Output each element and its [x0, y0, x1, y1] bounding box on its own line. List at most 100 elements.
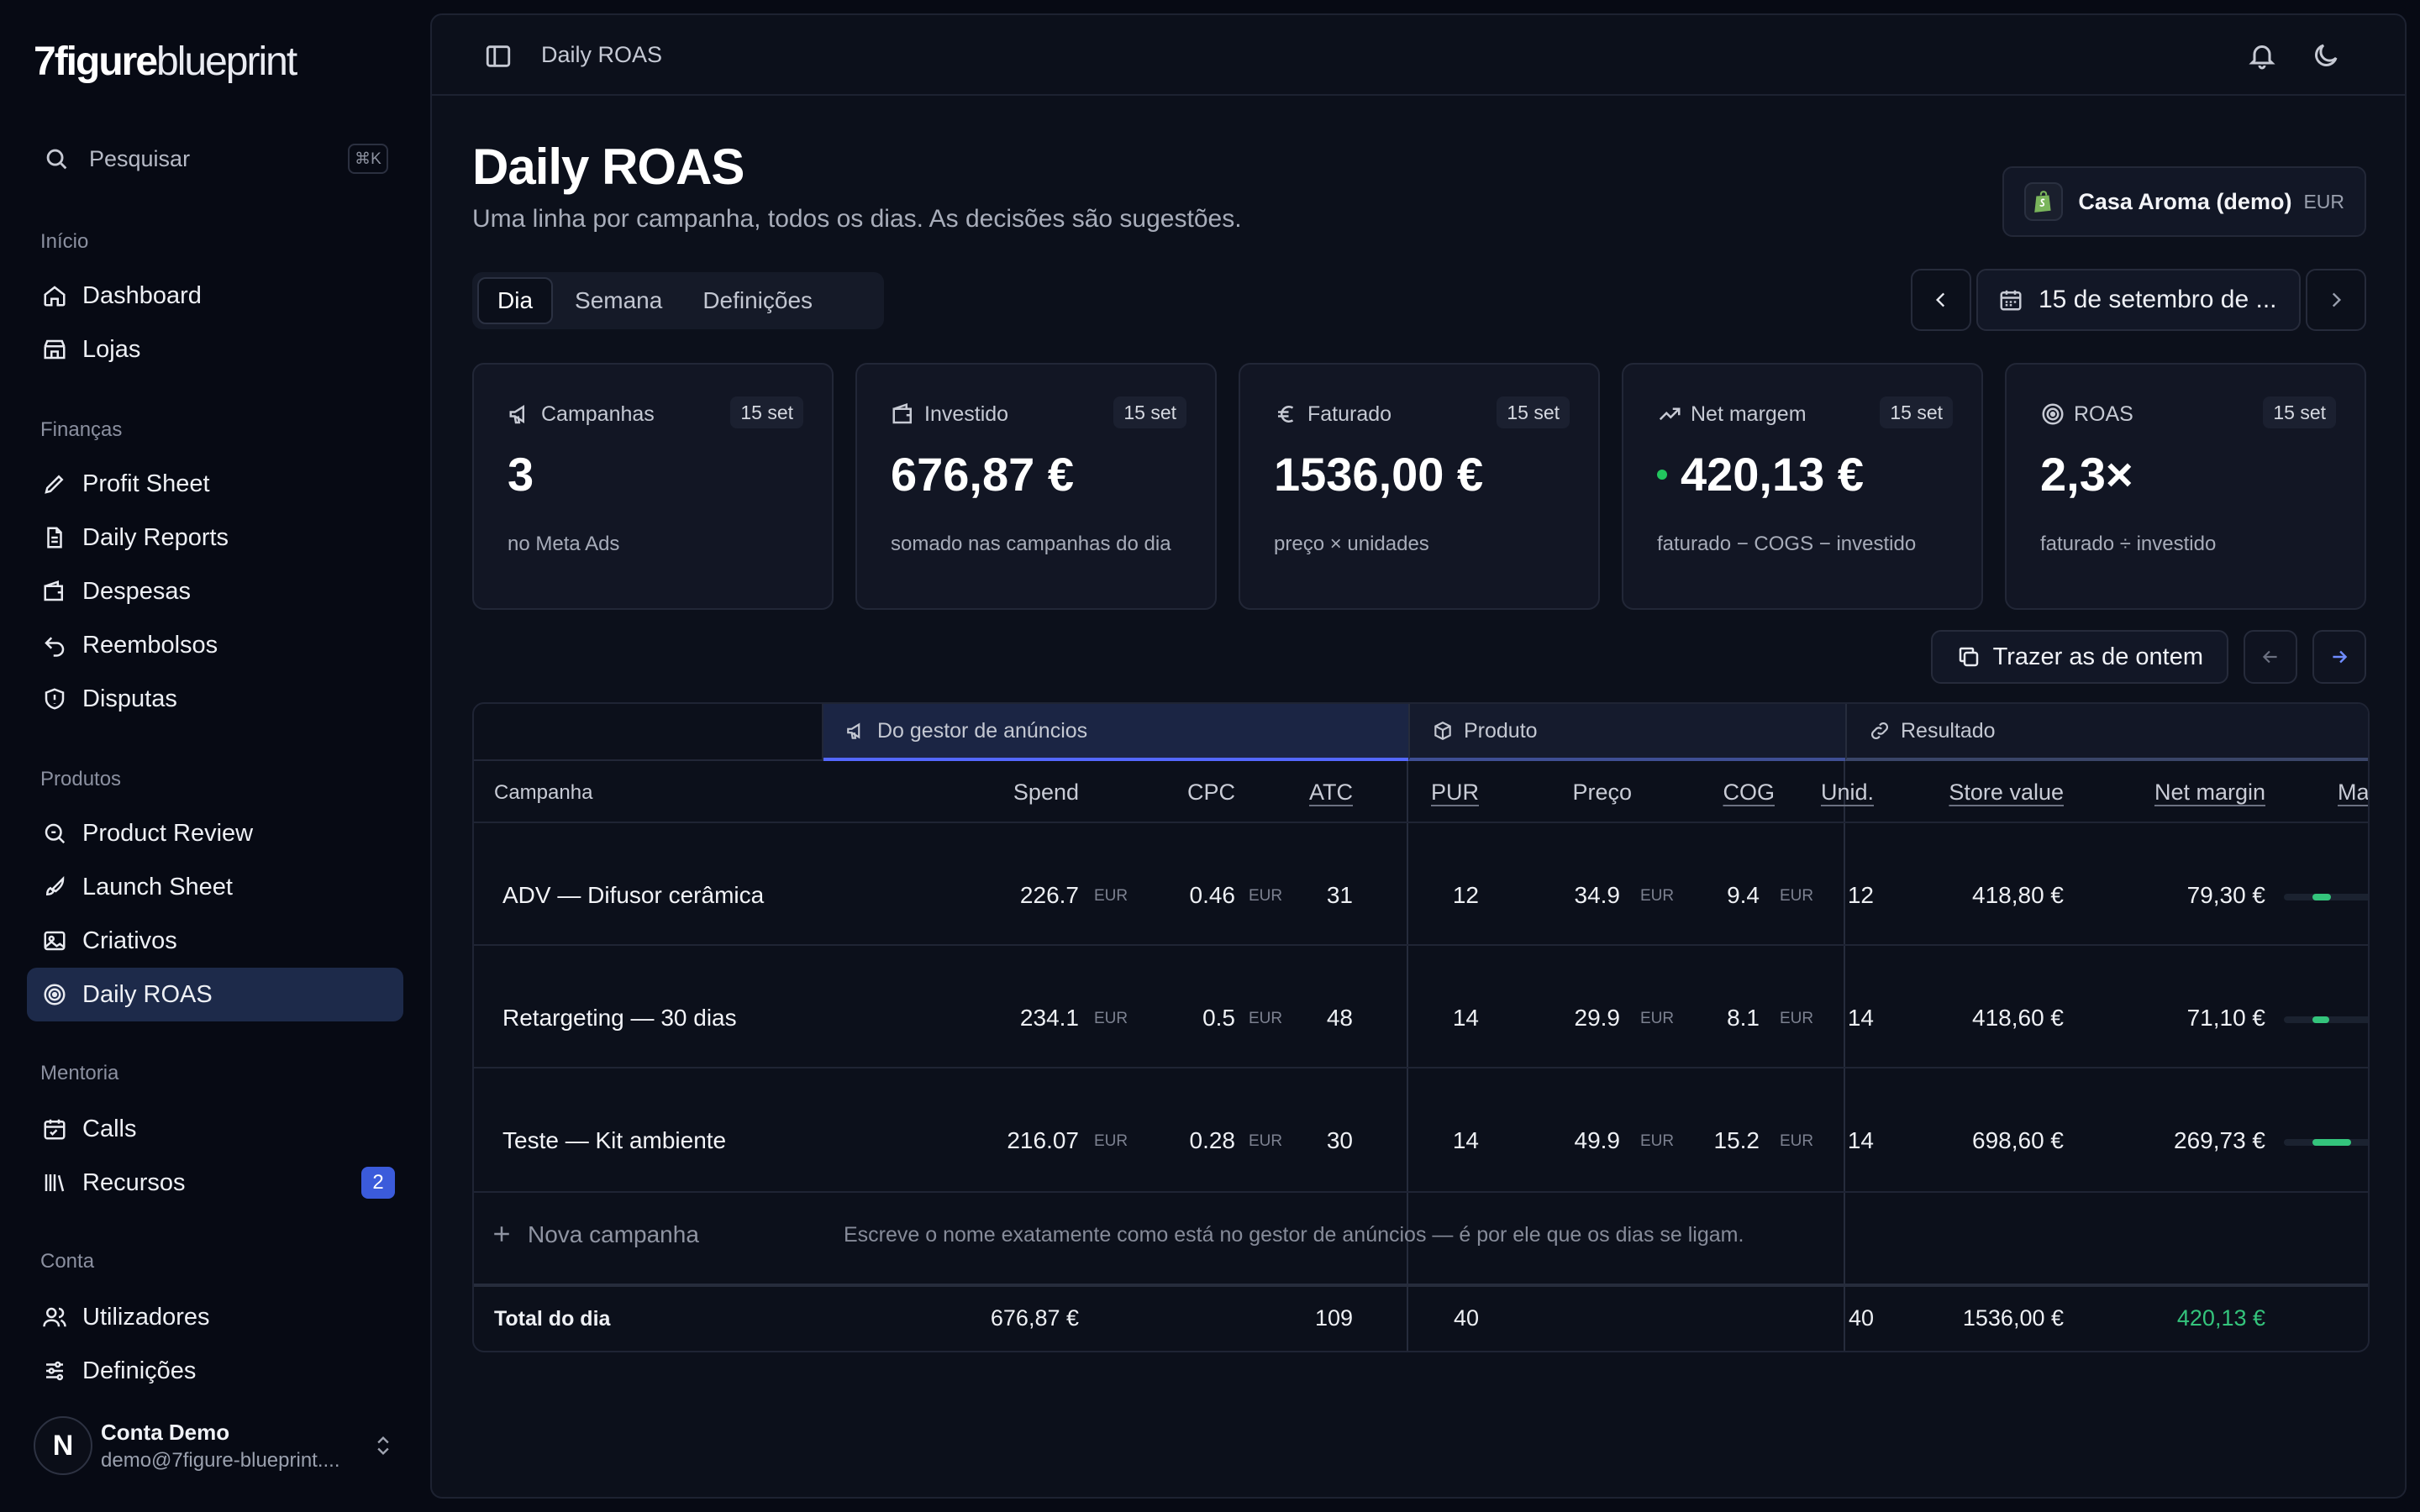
cell-cog[interactable]: 15.2 — [1713, 1127, 1760, 1153]
sidebar: 7figureblueprint Pesquisar ⌘K Início Das… — [0, 0, 429, 1512]
sidebar-item-despesas[interactable]: Despesas — [27, 564, 403, 618]
sidebar-item-launch-sheet[interactable]: Launch Sheet — [27, 860, 403, 914]
kpi-date-badge: 15 set — [1113, 396, 1186, 428]
bring-yesterday-button[interactable]: Trazer as de ontem — [1930, 630, 2228, 684]
sidebar-item-utilizadores[interactable]: Utilizadores — [27, 1290, 403, 1344]
divider — [1407, 761, 1408, 1351]
cell-cpc[interactable]: 0.28 — [1189, 1127, 1236, 1153]
bell-icon[interactable] — [2247, 40, 2277, 71]
sidebar-item-disputas[interactable]: Disputas — [27, 672, 403, 726]
campaign-name[interactable]: Teste — Kit ambiente — [502, 1127, 727, 1153]
kpi-card-faturado: Faturado 15 set 1536,00 € preço × unidad… — [1239, 363, 1600, 610]
margin-bar-fill — [2312, 1016, 2329, 1023]
campaign-name[interactable]: ADV — Difusor cerâmica — [502, 882, 765, 908]
chevrons-up-down-icon — [377, 1436, 389, 1455]
positive-dot — [1657, 469, 1667, 480]
cell-spend[interactable]: 234.1 — [1019, 1005, 1079, 1031]
tab-semana[interactable]: Semana — [575, 287, 663, 313]
scroll-right-button[interactable] — [2312, 630, 2366, 684]
moon-icon[interactable] — [2311, 40, 2341, 71]
store-currency: EUR — [2303, 190, 2344, 213]
cell-cog[interactable]: 8.1 — [1727, 1005, 1760, 1031]
scroll-left-button[interactable] — [2244, 630, 2297, 684]
sidebar-item-criativos[interactable]: Criativos — [27, 914, 403, 968]
user-menu[interactable]: N Conta Demo demo@7figure-blueprint.... — [34, 1416, 395, 1475]
next-day-button[interactable] — [2306, 269, 2366, 331]
sidebar-toggle-icon[interactable] — [484, 42, 513, 71]
pencil-icon — [45, 475, 64, 494]
cell-pur[interactable]: 14 — [1452, 1005, 1479, 1031]
total-atc: 109 — [1314, 1305, 1353, 1331]
cell-pur[interactable]: 14 — [1452, 1127, 1479, 1153]
group-header-ads: Do gestor de anúncios — [823, 704, 1408, 761]
kpi-description: faturado ÷ investido — [2040, 533, 2217, 555]
date-picker[interactable]: 15 de setembro de ... — [1976, 269, 2301, 331]
unit-label: EUR — [1640, 1132, 1675, 1150]
cell-spend[interactable]: 216.07 — [1007, 1127, 1079, 1153]
cell-preco[interactable]: 34.9 — [1574, 882, 1621, 908]
arrow-right-icon — [2333, 650, 2348, 664]
col-margin-truncated[interactable]: Ma — [2338, 780, 2370, 805]
cell-cog[interactable]: 9.4 — [1727, 882, 1760, 908]
sidebar-item-daily-roas[interactable]: Daily ROAS — [27, 968, 403, 1021]
cell-atc[interactable]: 31 — [1326, 882, 1353, 908]
col-preco[interactable]: Preço — [1572, 780, 1632, 805]
sliders-icon — [46, 1361, 63, 1381]
total-pur: 40 — [1453, 1305, 1479, 1331]
search-button[interactable]: Pesquisar ⌘K — [40, 139, 388, 178]
unit-label: EUR — [1780, 1010, 1814, 1027]
sidebar-item-calls[interactable]: Calls — [27, 1102, 403, 1156]
cell-unid[interactable]: 14 — [1847, 1005, 1874, 1031]
tab-definicoes[interactable]: Definições — [702, 287, 813, 313]
view-tabs: Dia Semana Definições — [472, 272, 884, 329]
sidebar-item-dashboard[interactable]: Dashboard — [27, 269, 403, 323]
cell-preco[interactable]: 49.9 — [1574, 1127, 1621, 1153]
divider — [1844, 761, 1845, 1351]
new-campaign-input[interactable]: Nova campanha — [528, 1221, 699, 1247]
col-spend[interactable]: Spend — [1013, 780, 1079, 805]
col-unid[interactable]: Unid. — [1820, 780, 1874, 805]
cell-unid[interactable]: 12 — [1847, 882, 1874, 908]
col-store-value[interactable]: Store value — [1949, 780, 2064, 805]
cell-atc[interactable]: 30 — [1326, 1127, 1353, 1153]
sidebar-item-recursos[interactable]: Recursos 2 — [27, 1156, 403, 1210]
nav-section-conta: Conta — [40, 1250, 95, 1273]
cell-spend[interactable]: 226.7 — [1019, 882, 1079, 908]
library-icon — [45, 1174, 65, 1192]
shopify-icon — [2024, 182, 2064, 221]
kpi-description: no Meta Ads — [508, 533, 620, 555]
col-cog[interactable]: COG — [1723, 780, 1775, 805]
topbar: Daily ROAS — [432, 15, 2405, 96]
cell-cpc[interactable]: 0.5 — [1202, 1005, 1235, 1031]
col-cpc[interactable]: CPC — [1186, 780, 1235, 805]
cell-unid[interactable]: 14 — [1847, 1127, 1874, 1153]
copy-icon — [1959, 647, 1978, 667]
cell-cpc[interactable]: 0.46 — [1189, 882, 1236, 908]
cell-atc[interactable]: 48 — [1326, 1005, 1353, 1031]
col-pur[interactable]: PUR — [1430, 780, 1479, 805]
sidebar-item-definicoes[interactable]: Definições — [27, 1344, 403, 1398]
col-atc[interactable]: ATC — [1309, 780, 1353, 805]
sidebar-item-lojas[interactable]: Lojas — [27, 323, 403, 376]
cell-net-margin: 71,10 € — [2186, 1005, 2265, 1031]
breadcrumb: Daily ROAS — [541, 42, 663, 67]
cell-preco[interactable]: 29.9 — [1574, 1005, 1621, 1031]
sidebar-item-profit-sheet[interactable]: Profit Sheet — [27, 457, 403, 511]
megaphone-icon — [509, 404, 524, 424]
cell-pur[interactable]: 12 — [1452, 882, 1479, 908]
store-selector[interactable]: Casa Aroma (demo) EUR — [2002, 166, 2366, 237]
sidebar-item-reembolsos[interactable]: Reembolsos — [27, 618, 403, 672]
campaign-name[interactable]: Retargeting — 30 dias — [502, 1005, 737, 1031]
new-campaign-row[interactable]: Nova campanha Escreve o nome exatamente … — [474, 1193, 2368, 1277]
sidebar-item-daily-reports[interactable]: Daily Reports — [27, 511, 403, 564]
unit-label: EUR — [1780, 887, 1814, 905]
prev-day-button[interactable] — [1911, 269, 1971, 331]
group-header-empty — [474, 704, 823, 761]
brand-logo[interactable]: 7figureblueprint — [34, 39, 297, 84]
col-net-margin[interactable]: Net margin — [2154, 780, 2265, 805]
kpi-date-badge: 15 set — [730, 396, 803, 428]
sidebar-item-product-review[interactable]: Product Review — [27, 806, 403, 860]
kpi-value: 1536,00 € — [1274, 448, 1484, 501]
kpi-description: somado nas campanhas do dia — [891, 533, 1171, 555]
tab-dia[interactable]: Dia — [477, 277, 554, 324]
